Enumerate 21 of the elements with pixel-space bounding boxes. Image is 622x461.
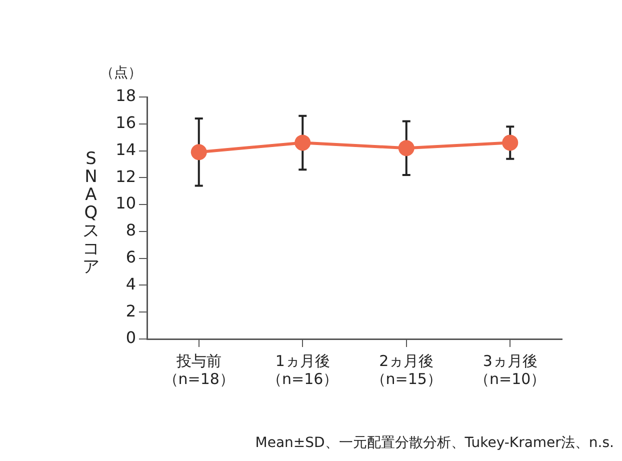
- y-tick-label: 0: [126, 328, 136, 348]
- y-tick-label: 16: [116, 113, 136, 132]
- point: [398, 140, 414, 156]
- y-tick-label: 12: [116, 166, 136, 186]
- y-tick-label: 6: [126, 247, 136, 266]
- x-tick-label: 1ヵ月後（n=16）: [267, 352, 338, 388]
- y-tick-label: 10: [116, 194, 136, 213]
- y-tick-label: 2: [126, 301, 136, 320]
- text: （点）: [100, 64, 142, 82]
- x-tick-label: 投与前（n=18）: [163, 352, 234, 388]
- text: Mean±SD、一元配置分散分析、Tukey-Kramer法、n.s.: [255, 434, 614, 452]
- x-tick-label: 3ヵ月後（n=10）: [474, 352, 546, 388]
- y-axis-title: SNAQスコア: [82, 149, 100, 277]
- y-tick-label: 14: [116, 140, 136, 159]
- y-tick-label: 18: [116, 86, 136, 106]
- point: [502, 134, 518, 151]
- x-tick-label: 2ヵ月後（n=15）: [370, 352, 442, 388]
- y-tick-label: 8: [126, 220, 136, 240]
- y-tick-label: 4: [126, 274, 136, 294]
- point: [190, 144, 207, 160]
- point: [294, 134, 311, 151]
